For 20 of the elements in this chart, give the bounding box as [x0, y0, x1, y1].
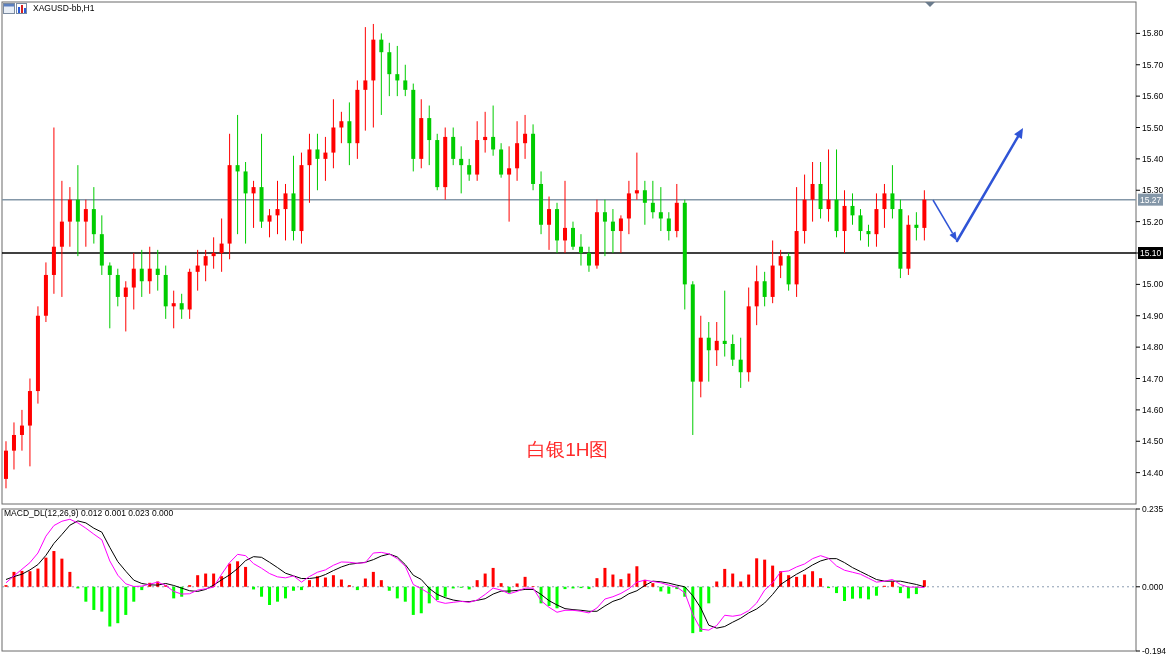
- y-tick-label: 14.40: [1142, 467, 1164, 478]
- y-tick-label: 15.30: [1142, 185, 1164, 196]
- y-tick-label: -0.194: [1142, 646, 1167, 656]
- y-tick-label: 15.70: [1142, 59, 1164, 70]
- y-tick-label: 15.00: [1142, 279, 1164, 290]
- chart-title: XAGUSD-bb,H1: [33, 3, 95, 13]
- y-tick-label: 0.000: [1142, 581, 1164, 592]
- y-tick-label: 14.60: [1142, 404, 1164, 415]
- y-tick-label: 14.80: [1142, 342, 1164, 353]
- y-tick-label: 14.50: [1142, 436, 1164, 447]
- y-tick-label: 14.70: [1142, 373, 1164, 384]
- y-tick-label: 15.50: [1142, 122, 1164, 133]
- y-tick-label: 14.90: [1142, 310, 1164, 321]
- y-tick-label: 15.60: [1142, 91, 1164, 102]
- annotation: 白银1H图: [527, 439, 609, 461]
- y-tick-label: 0.235: [1142, 504, 1164, 514]
- y-tick-label: 15.80: [1142, 28, 1164, 39]
- y-tick-label: 15.40: [1142, 153, 1164, 164]
- chart-title: MACD_DL(12,26,9) 0.012 0.001 0.023 0.000: [4, 508, 174, 518]
- y-tick-label: 15.20: [1142, 216, 1164, 227]
